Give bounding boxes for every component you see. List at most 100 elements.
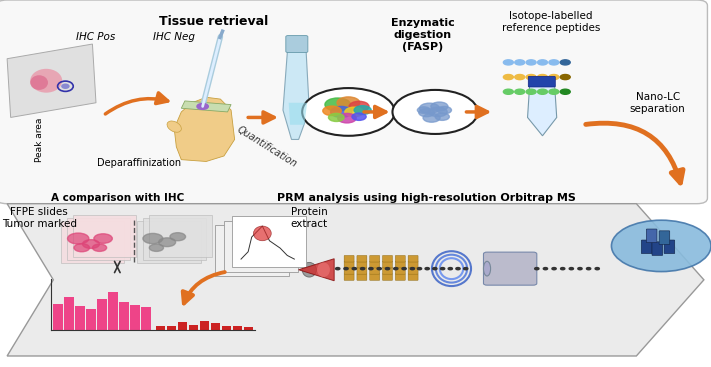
Circle shape [433, 268, 437, 270]
Polygon shape [283, 44, 309, 139]
Circle shape [419, 103, 439, 113]
Polygon shape [289, 103, 307, 125]
Circle shape [302, 88, 395, 136]
Circle shape [538, 75, 547, 80]
FancyBboxPatch shape [664, 240, 675, 254]
Circle shape [417, 107, 430, 113]
Circle shape [331, 106, 352, 117]
Ellipse shape [302, 262, 316, 277]
Text: PRM analysis using high-resolution Orbitrap MS: PRM analysis using high-resolution Orbit… [277, 193, 576, 203]
Circle shape [526, 89, 536, 94]
Circle shape [611, 220, 711, 272]
FancyBboxPatch shape [75, 306, 85, 330]
Circle shape [336, 268, 340, 270]
Circle shape [419, 109, 434, 117]
FancyBboxPatch shape [652, 242, 663, 255]
Circle shape [515, 60, 525, 65]
Circle shape [448, 268, 452, 270]
Text: Enzymatic
digestion
(FASP): Enzymatic digestion (FASP) [391, 18, 455, 51]
FancyBboxPatch shape [131, 305, 139, 330]
Circle shape [538, 89, 547, 94]
Circle shape [82, 240, 100, 248]
FancyBboxPatch shape [189, 324, 198, 330]
FancyBboxPatch shape [211, 323, 220, 330]
FancyBboxPatch shape [408, 268, 418, 274]
Circle shape [423, 113, 440, 122]
FancyBboxPatch shape [370, 255, 380, 262]
Text: Protein
extract: Protein extract [291, 207, 328, 229]
Circle shape [143, 233, 163, 244]
Polygon shape [528, 84, 557, 136]
FancyBboxPatch shape [483, 252, 537, 285]
Circle shape [170, 233, 186, 241]
Circle shape [92, 244, 107, 251]
FancyBboxPatch shape [357, 268, 367, 274]
FancyBboxPatch shape [73, 215, 136, 257]
FancyBboxPatch shape [143, 218, 206, 260]
FancyBboxPatch shape [137, 221, 201, 263]
Circle shape [560, 75, 570, 80]
Circle shape [74, 244, 90, 252]
Circle shape [543, 268, 547, 270]
FancyBboxPatch shape [370, 261, 380, 268]
Circle shape [323, 106, 341, 116]
Circle shape [535, 268, 539, 270]
Text: Deparaffinization: Deparaffinization [97, 158, 181, 168]
Circle shape [338, 113, 356, 123]
Ellipse shape [31, 69, 63, 93]
FancyBboxPatch shape [233, 326, 242, 330]
Circle shape [560, 60, 570, 65]
FancyBboxPatch shape [141, 308, 151, 330]
Circle shape [325, 98, 351, 111]
Text: Tissue retrieval: Tissue retrieval [159, 15, 268, 28]
Text: IHC Pos: IHC Pos [76, 32, 116, 42]
Circle shape [68, 233, 89, 244]
Circle shape [526, 60, 536, 65]
Circle shape [503, 75, 513, 80]
Circle shape [349, 101, 369, 112]
FancyBboxPatch shape [222, 327, 232, 330]
Circle shape [549, 75, 559, 80]
FancyBboxPatch shape [646, 229, 657, 243]
Polygon shape [7, 44, 96, 117]
FancyBboxPatch shape [395, 274, 405, 280]
Polygon shape [299, 259, 334, 281]
Circle shape [425, 268, 429, 270]
Circle shape [552, 268, 556, 270]
Circle shape [392, 90, 478, 134]
FancyBboxPatch shape [224, 221, 298, 272]
Circle shape [352, 268, 356, 270]
Ellipse shape [61, 84, 70, 89]
Text: Isotope-labelled
reference peptides: Isotope-labelled reference peptides [502, 11, 600, 33]
FancyBboxPatch shape [344, 274, 354, 280]
FancyBboxPatch shape [344, 261, 354, 268]
Circle shape [345, 107, 363, 117]
Circle shape [369, 268, 373, 270]
Ellipse shape [30, 75, 48, 90]
FancyBboxPatch shape [528, 76, 555, 87]
FancyBboxPatch shape [641, 240, 652, 254]
Circle shape [560, 89, 570, 94]
Circle shape [354, 106, 371, 115]
Ellipse shape [483, 261, 491, 276]
FancyBboxPatch shape [408, 274, 418, 280]
FancyBboxPatch shape [67, 218, 130, 260]
FancyBboxPatch shape [245, 327, 254, 330]
FancyBboxPatch shape [108, 292, 118, 330]
Circle shape [410, 268, 415, 270]
Circle shape [549, 89, 559, 94]
FancyBboxPatch shape [344, 255, 354, 262]
FancyBboxPatch shape [383, 255, 392, 262]
Ellipse shape [167, 121, 181, 132]
FancyBboxPatch shape [370, 268, 380, 274]
Text: A comparison with IHC: A comparison with IHC [50, 193, 184, 203]
Circle shape [503, 60, 513, 65]
Circle shape [560, 268, 565, 270]
FancyBboxPatch shape [370, 274, 380, 280]
FancyBboxPatch shape [0, 0, 707, 204]
Circle shape [337, 97, 360, 109]
Circle shape [549, 60, 559, 65]
Circle shape [503, 89, 513, 94]
FancyBboxPatch shape [232, 216, 306, 267]
FancyBboxPatch shape [408, 261, 418, 268]
